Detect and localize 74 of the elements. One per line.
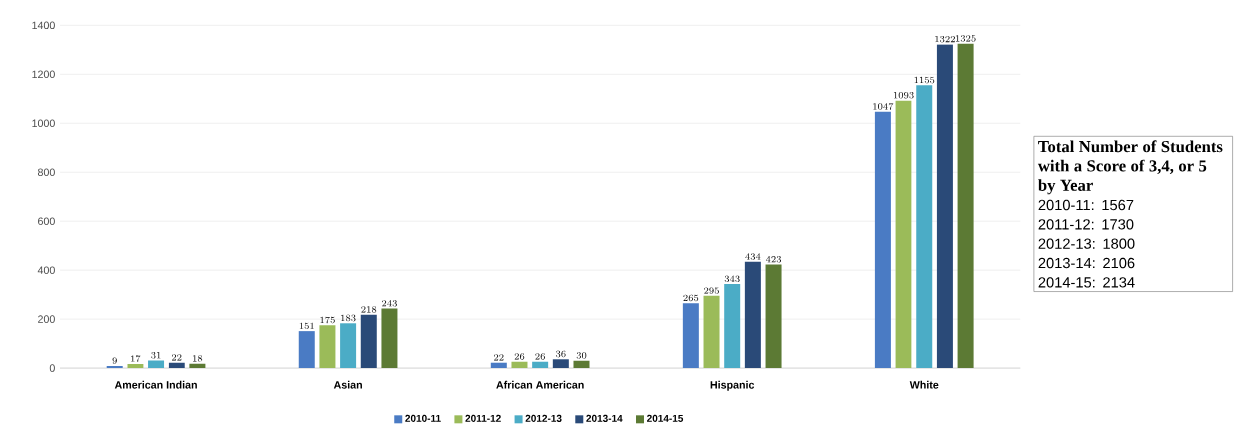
data-label: 423 [765, 255, 781, 263]
data-label: 22 [494, 354, 504, 361]
data-label: 218 [361, 306, 377, 313]
data-label: 26 [535, 353, 545, 360]
bar [724, 284, 741, 369]
data-label: 175 [320, 316, 335, 324]
bar [340, 323, 357, 369]
bar [532, 361, 549, 369]
y-tick-label: 1400 [32, 21, 55, 30]
data-label: 1047 [873, 103, 894, 110]
legend-label: 2013-14 [586, 414, 623, 422]
text: 2012-13: 1800 [1038, 238, 1135, 249]
data-label: 17 [131, 355, 141, 362]
text: 2010-11: 1567 [1038, 199, 1134, 211]
bar [895, 100, 912, 369]
x-tick-label: American Indian [114, 380, 197, 389]
bar [148, 360, 165, 369]
bar [703, 295, 720, 369]
data-label: 36 [556, 350, 566, 358]
data-label: 26 [514, 353, 525, 360]
y-tick-label: 800 [37, 168, 55, 176]
y-tick-label: 1200 [32, 70, 55, 79]
bar [127, 363, 144, 369]
text: Total Number of Students with a Score of 3,4, or 5 by Year [1037, 140, 1223, 195]
y-tick-label: 600 [38, 217, 55, 225]
y-tick-label: 0 [49, 364, 55, 372]
data-label: 434 [745, 253, 761, 260]
data-label: 9 [112, 357, 117, 364]
legend-label: 2012-13 [525, 414, 562, 422]
y-tick-label: 1000 [32, 119, 55, 127]
data-label: 18 [193, 355, 203, 362]
bar [874, 111, 891, 369]
bar [168, 362, 185, 369]
text: 2013-14: 2106 [1038, 257, 1135, 269]
bar [957, 43, 974, 369]
x-tick-label: African American [496, 380, 584, 389]
bar [490, 362, 507, 369]
x-tick-label: Hispanic [710, 380, 755, 391]
text: 2011-12: 1730 [1038, 219, 1134, 230]
bar [916, 85, 933, 369]
bar [298, 331, 315, 369]
data-label: 295 [704, 287, 719, 294]
data-label: 22 [171, 354, 182, 361]
data-label: 243 [382, 299, 397, 307]
data-label: 30 [576, 352, 587, 359]
bar [360, 314, 377, 369]
data-label: 343 [724, 275, 740, 282]
data-label: 1325 [955, 35, 976, 42]
bar [765, 264, 782, 369]
legend-label: 2014-15 [647, 414, 684, 422]
bar [511, 361, 528, 369]
data-label: 183 [341, 314, 356, 322]
bar [682, 303, 699, 369]
x-tick-label: White [909, 380, 939, 389]
data-label: 265 [683, 294, 699, 302]
bar [319, 325, 336, 369]
text: 2014-15: 2134 [1038, 277, 1135, 288]
legend-label: 2010-11 [405, 414, 441, 422]
bar [381, 308, 398, 369]
bar [189, 363, 206, 369]
x-tick-label: Asian [333, 380, 362, 389]
data-label: 31 [151, 352, 161, 359]
data-label: 151 [299, 322, 314, 329]
bar [552, 359, 569, 369]
data-label: 1093 [893, 91, 914, 99]
bar [744, 261, 761, 369]
y-tick-label: 200 [38, 315, 55, 323]
bar [936, 44, 953, 369]
y-tick-label: 400 [37, 266, 55, 274]
legend-label: 2011-12 [465, 414, 501, 422]
bar [573, 360, 590, 369]
bar [106, 365, 123, 369]
data-label: 1322 [935, 35, 955, 43]
data-label: 1155 [914, 76, 935, 84]
